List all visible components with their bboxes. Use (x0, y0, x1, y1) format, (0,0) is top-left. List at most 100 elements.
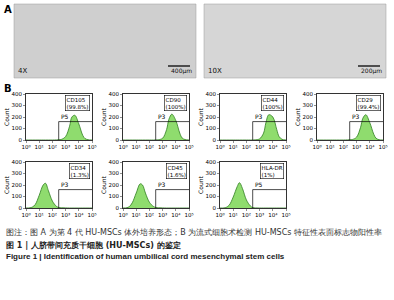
svg-text:200: 200 (12, 114, 23, 120)
svg-text:4X: 4X (18, 67, 27, 75)
svg-text:100: 100 (109, 193, 120, 199)
svg-text:10¹: 10¹ (35, 212, 44, 218)
svg-text:10⁵: 10⁵ (184, 212, 193, 218)
svg-text:A: A (4, 4, 12, 15)
svg-text:200: 200 (109, 182, 120, 188)
svg-text:0: 0 (19, 205, 23, 211)
svg-text:10¹: 10¹ (229, 212, 238, 218)
svg-text:10⁴: 10⁴ (171, 212, 181, 218)
svg-text:10³: 10³ (255, 212, 264, 218)
svg-text:10⁴: 10⁴ (268, 212, 278, 218)
svg-text:300: 300 (303, 102, 314, 108)
svg-text:400: 400 (12, 91, 23, 97)
svg-text:P5: P5 (61, 113, 69, 120)
svg-text:10⁴: 10⁴ (74, 212, 84, 218)
svg-text:400: 400 (206, 159, 217, 165)
svg-text:300: 300 (109, 170, 120, 176)
svg-text:Count: Count (294, 107, 301, 125)
svg-text:10²: 10² (242, 212, 251, 218)
svg-text:200: 200 (206, 182, 217, 188)
svg-text:10⁵: 10⁵ (184, 144, 193, 150)
svg-text:300: 300 (12, 170, 23, 176)
svg-text:10⁰: 10⁰ (118, 144, 128, 150)
svg-text:10¹: 10¹ (229, 144, 238, 150)
svg-text:100: 100 (12, 193, 23, 199)
svg-text:200: 200 (12, 182, 23, 188)
svg-text:HLA-DR(1%): HLA-DR(1%) (262, 165, 283, 178)
svg-text:300: 300 (206, 170, 217, 176)
svg-text:10⁰: 10⁰ (312, 144, 322, 150)
svg-text:10⁵: 10⁵ (281, 144, 290, 150)
svg-text:B: B (4, 83, 12, 94)
svg-text:10¹: 10¹ (326, 144, 335, 150)
svg-text:10⁰: 10⁰ (21, 144, 31, 150)
svg-text:10¹: 10¹ (35, 144, 44, 150)
svg-text:10¹: 10¹ (132, 212, 141, 218)
svg-text:300: 300 (109, 102, 120, 108)
svg-text:P3: P3 (255, 113, 263, 120)
svg-text:0: 0 (116, 137, 120, 143)
svg-text:10²: 10² (48, 144, 57, 150)
svg-text:Count: Count (197, 175, 204, 193)
svg-text:10⁵: 10⁵ (87, 212, 96, 218)
svg-text:10³: 10³ (352, 144, 361, 150)
svg-text:200: 200 (206, 114, 217, 120)
svg-text:Count: Count (3, 175, 10, 193)
svg-text:400μm: 400μm (171, 67, 192, 75)
svg-text:P3: P3 (158, 181, 166, 188)
svg-text:P3: P3 (158, 113, 166, 120)
svg-text:200: 200 (109, 114, 120, 120)
svg-text:100: 100 (109, 125, 120, 131)
svg-text:10²: 10² (145, 144, 154, 150)
svg-text:300: 300 (12, 102, 23, 108)
svg-text:100: 100 (303, 125, 314, 131)
svg-text:10⁵: 10⁵ (378, 144, 387, 150)
svg-text:Count: Count (197, 107, 204, 125)
svg-text:100: 100 (12, 125, 23, 131)
svg-text:10²: 10² (242, 144, 251, 150)
svg-text:CD45(1.6%): CD45(1.6%) (168, 165, 186, 178)
svg-text:0: 0 (19, 137, 23, 143)
svg-text:P3: P3 (61, 181, 69, 188)
svg-text:P5: P5 (255, 181, 263, 188)
svg-text:10³: 10³ (255, 144, 264, 150)
svg-text:CD34(1.3%): CD34(1.3%) (71, 165, 89, 178)
svg-text:10⁴: 10⁴ (74, 144, 84, 150)
svg-text:Count: Count (100, 107, 107, 125)
svg-text:CD105(99.8%): CD105(99.8%) (67, 97, 89, 110)
svg-text:0: 0 (116, 205, 120, 211)
svg-text:Count: Count (3, 107, 10, 125)
svg-text:400: 400 (109, 159, 120, 165)
svg-text:10³: 10³ (61, 144, 70, 150)
svg-text:CD90(100%): CD90(100%) (166, 97, 186, 110)
svg-text:200: 200 (303, 114, 314, 120)
svg-text:CD29(99.4%): CD29(99.4%) (358, 97, 380, 110)
svg-text:100: 100 (206, 125, 217, 131)
svg-text:10⁰: 10⁰ (215, 212, 225, 218)
svg-text:400: 400 (303, 91, 314, 97)
svg-text:10⁴: 10⁴ (268, 144, 278, 150)
svg-text:CD44(100%): CD44(100%) (263, 97, 283, 110)
svg-text:10⁰: 10⁰ (21, 212, 31, 218)
svg-text:0: 0 (213, 137, 217, 143)
svg-text:0: 0 (310, 137, 314, 143)
svg-text:10²: 10² (145, 212, 154, 218)
svg-text:10⁵: 10⁵ (87, 144, 96, 150)
svg-text:P3: P3 (352, 113, 360, 120)
svg-text:10⁰: 10⁰ (215, 144, 225, 150)
svg-text:Count: Count (100, 175, 107, 193)
svg-text:10⁵: 10⁵ (281, 212, 290, 218)
svg-text:10³: 10³ (158, 212, 167, 218)
svg-text:300: 300 (206, 102, 217, 108)
svg-text:0: 0 (213, 205, 217, 211)
svg-text:10⁰: 10⁰ (118, 212, 128, 218)
svg-text:200μm: 200μm (361, 67, 382, 75)
svg-text:100: 100 (206, 193, 217, 199)
svg-text:400: 400 (206, 91, 217, 97)
svg-text:10³: 10³ (158, 144, 167, 150)
svg-text:10²: 10² (339, 144, 348, 150)
svg-text:10⁴: 10⁴ (365, 144, 375, 150)
svg-text:400: 400 (109, 91, 120, 97)
svg-text:10²: 10² (48, 212, 57, 218)
svg-text:10X: 10X (208, 67, 222, 75)
